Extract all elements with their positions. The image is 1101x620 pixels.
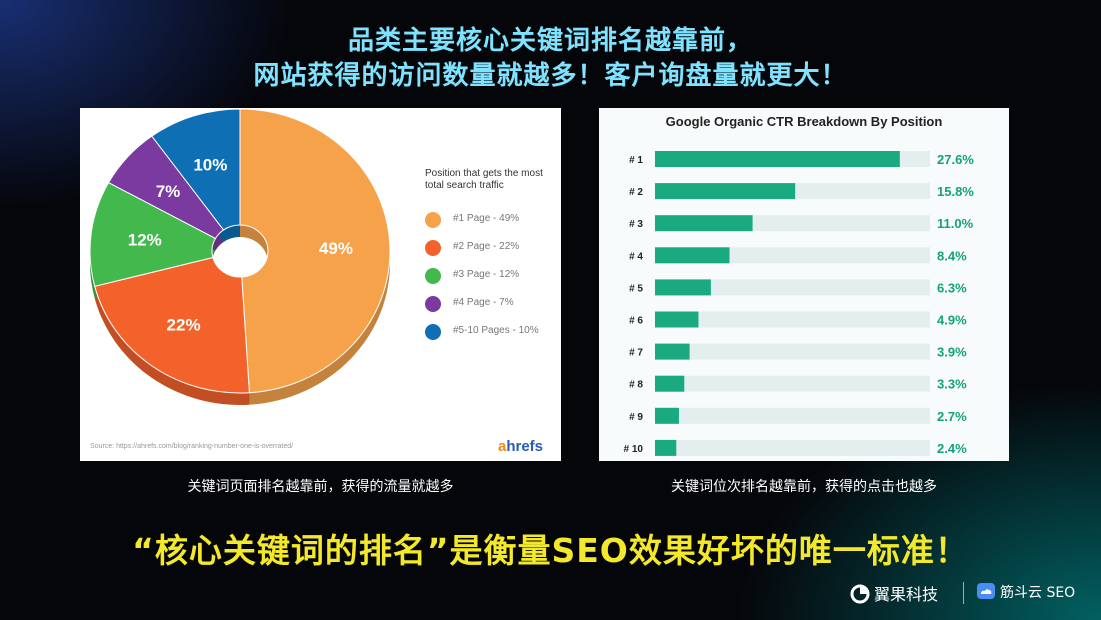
ctr-bar [655, 439, 677, 456]
pie-slice-2 [94, 256, 250, 394]
ctr-value-label: 27.6% [937, 152, 974, 167]
ctr-value-label: 3.9% [937, 345, 967, 360]
ctr-position-label: # 9 [629, 412, 643, 423]
ctr-value-label: 6.3% [937, 280, 967, 295]
ahrefs-logo: ahrefs [498, 438, 543, 455]
ctr-bar-track [655, 343, 930, 360]
ctr-value-label: 2.7% [937, 409, 967, 424]
yiguo-logo-text: 翼果科技 [874, 585, 939, 604]
legend-label: #1 Page - 49% [453, 213, 520, 224]
ctr-value-label: 3.3% [937, 377, 967, 392]
left-caption: 关键词页面排名越靠前，获得的流量就越多 [187, 479, 454, 495]
ctr-bar [655, 407, 679, 424]
pie-chart: 49% 22% 12% 7% 10% [89, 108, 391, 405]
ctr-position-label: # 7 [629, 348, 643, 359]
pie-slice-label-3: 12% [128, 231, 162, 250]
legend-swatch [425, 268, 441, 284]
legend-label: #3 Page - 12% [453, 269, 520, 280]
yiguo-logo-icon [850, 584, 870, 604]
legend-swatch [425, 324, 441, 340]
ahrefs-logo-rest: hrefs [506, 438, 544, 455]
ctr-value-label: 4.9% [937, 313, 967, 328]
ctr-bar [655, 215, 753, 232]
ctr-bar-track [655, 407, 930, 424]
ctr-bar [655, 279, 711, 296]
legend-label: #4 Page - 7% [453, 297, 514, 308]
legend-title: Position that gets the most total search… [425, 168, 543, 191]
headline-line-1: 品类主要核心关键词排名越靠前， [347, 26, 753, 56]
jindouyun-logo: 筋斗云 SEO [976, 581, 1075, 605]
right-caption: 关键词位次排名越靠前，获得的点击也越多 [671, 479, 937, 495]
pie-slices [89, 108, 391, 394]
legend-swatch [425, 212, 441, 228]
source-note: Source: https://ahrefs.com/blog/ranking-… [90, 443, 294, 450]
ctr-bar-chart: # 1 27.6% # 2 15.8% # 3 11.0% # 4 8.4% # 5 6.3% # … [624, 151, 974, 456]
pie-slice-label-4: 7% [156, 182, 181, 201]
ctr-bar [655, 151, 900, 167]
legend-label: #5-10 Pages - 10% [453, 325, 539, 336]
ctr-position-label: # 5 [629, 283, 643, 294]
pie-slice-label-2: 22% [167, 316, 201, 335]
pie-chart-panel: 49% 22% 12% 7% 10% Position that gets the mo… [80, 108, 561, 461]
legend-label: #2 Page - 22% [453, 241, 520, 252]
ctr-bar-track [655, 439, 930, 456]
ctr-bar-track [655, 279, 930, 296]
ctr-value-label: 2.4% [937, 441, 967, 456]
pie-value-labels: 49% 22% 12% 7% 10% [128, 156, 353, 335]
headline-line-2: 网站获得的访问数量就越多！客户询盘量就更大！ [253, 61, 848, 91]
ctr-position-label: # 4 [629, 251, 643, 262]
cloud-icon [977, 583, 995, 599]
ahrefs-logo-a: a [498, 438, 507, 455]
pie-slice-label-5: 10% [193, 156, 227, 175]
ctr-bar [655, 343, 690, 360]
pie-slice-label-1: 49% [319, 239, 353, 258]
ctr-position-label: # 2 [629, 187, 643, 198]
ctr-bar-track [655, 375, 930, 392]
footer-divider [963, 582, 964, 604]
ctr-bar-track [655, 311, 930, 328]
ctr-bar [655, 183, 796, 200]
jindouyun-logo-text: 筋斗云 SEO [1000, 585, 1076, 601]
ctr-bar [655, 247, 730, 264]
ctr-bar [655, 311, 699, 328]
ctr-position-label: # 3 [629, 219, 643, 230]
ctr-position-label: # 10 [624, 444, 644, 455]
legend-swatch [425, 240, 441, 256]
ctr-chart-title: Google Organic CTR Breakdown By Position [665, 114, 943, 129]
pie-slice-1 [239, 108, 391, 394]
ctr-position-label: # 8 [629, 380, 643, 391]
ctr-value-label: 11.0% [937, 216, 974, 231]
ctr-value-label: 8.4% [937, 248, 967, 263]
ctr-position-label: # 6 [629, 316, 643, 327]
legend-swatch [425, 296, 441, 312]
pie-slice-5 [151, 108, 241, 231]
ctr-position-label: # 1 [629, 155, 643, 166]
yiguo-logo: 翼果科技 [850, 581, 938, 605]
ctr-chart-panel: Google Organic CTR Breakdown By Position… [599, 108, 1009, 461]
bottom-statement: “核心关键词的排名”是衡量SEO效果好坏的唯一标准！ [132, 531, 969, 570]
pie-slice-3 [89, 181, 217, 287]
ctr-value-label: 15.8% [937, 184, 974, 199]
ctr-bar [655, 375, 685, 392]
